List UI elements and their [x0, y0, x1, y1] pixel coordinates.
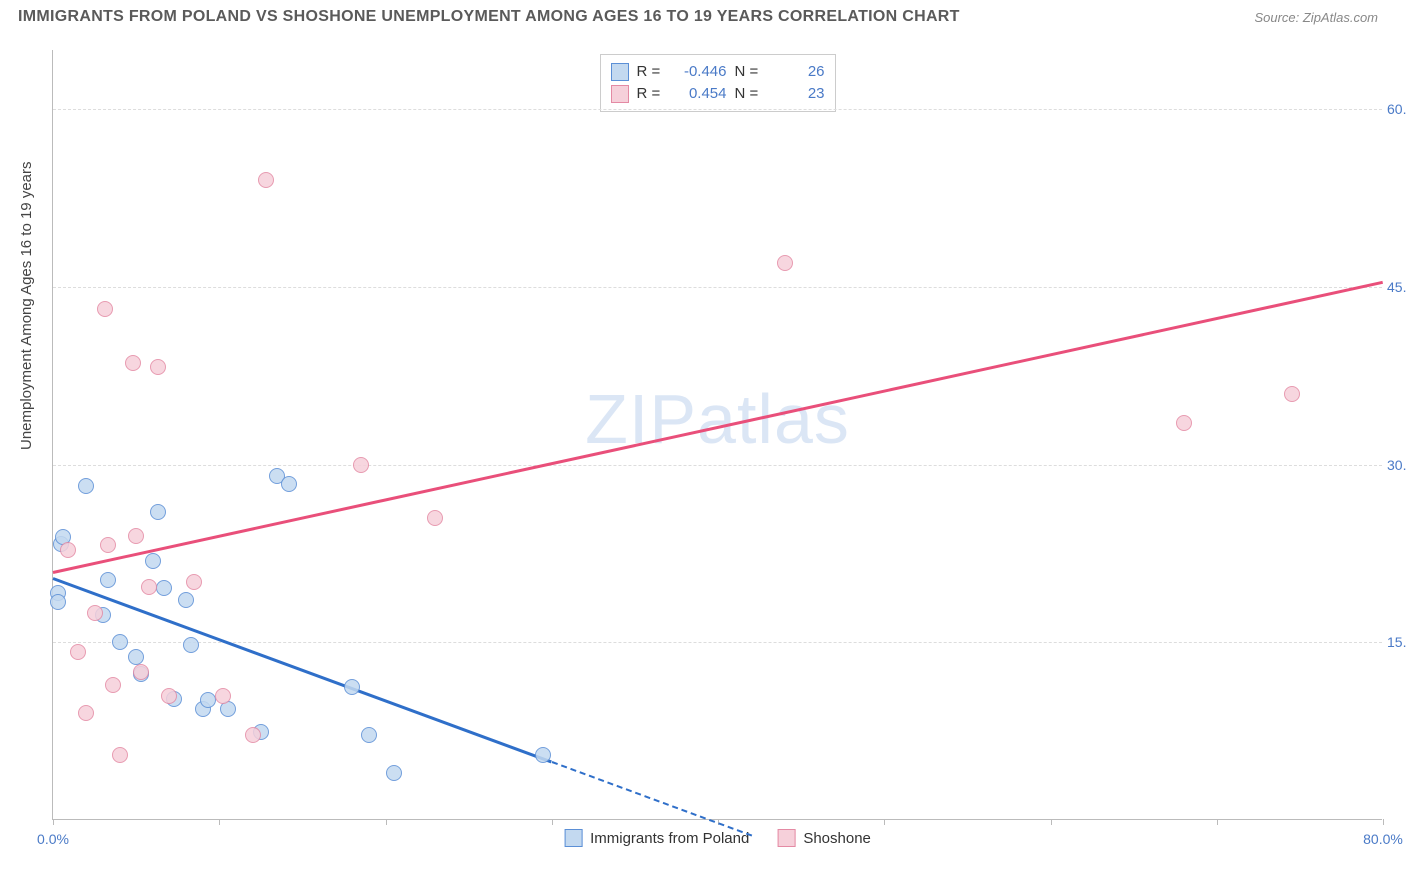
header: IMMIGRANTS FROM POLAND VS SHOSHONE UNEMP…: [0, 0, 1406, 34]
data-point: [100, 537, 116, 553]
legend-item-shoshone: Shoshone: [777, 829, 871, 847]
trend-line: [551, 761, 751, 836]
data-point: [97, 301, 113, 317]
x-tick-label: 80.0%: [1363, 831, 1403, 847]
legend-correlation: R = -0.446 N = 26 R = 0.454 N = 23: [600, 54, 836, 112]
x-tick-label: 0.0%: [37, 831, 69, 847]
data-point: [344, 679, 360, 695]
data-point: [70, 644, 86, 660]
y-tick-label: 45.0%: [1387, 279, 1406, 295]
data-point: [245, 727, 261, 743]
x-tick: [1051, 819, 1052, 825]
x-tick: [53, 819, 54, 825]
data-point: [78, 478, 94, 494]
data-point: [60, 542, 76, 558]
data-point: [178, 592, 194, 608]
legend-row-shoshone: R = 0.454 N = 23: [611, 83, 825, 105]
data-point: [125, 355, 141, 371]
swatch-shoshone-bottom: [777, 829, 795, 847]
data-point: [386, 765, 402, 781]
data-point: [87, 605, 103, 621]
data-point: [427, 510, 443, 526]
data-point: [100, 572, 116, 588]
data-point: [112, 634, 128, 650]
data-point: [133, 664, 149, 680]
data-point: [150, 359, 166, 375]
data-point: [353, 457, 369, 473]
trend-line: [52, 577, 552, 763]
data-point: [258, 172, 274, 188]
data-point: [161, 688, 177, 704]
data-point: [535, 747, 551, 763]
data-point: [777, 255, 793, 271]
swatch-poland: [611, 63, 629, 81]
data-point: [128, 649, 144, 665]
chart-title: IMMIGRANTS FROM POLAND VS SHOSHONE UNEMP…: [18, 8, 960, 26]
x-tick: [386, 819, 387, 825]
data-point: [141, 579, 157, 595]
data-point: [50, 594, 66, 610]
x-tick: [1217, 819, 1218, 825]
legend-row-poland: R = -0.446 N = 26: [611, 61, 825, 83]
chart-plot-area: ZIPatlas R = -0.446 N = 26 R = 0.454 N =…: [52, 50, 1382, 820]
gridline: [53, 287, 1382, 288]
gridline: [53, 642, 1382, 643]
y-tick-label: 15.0%: [1387, 634, 1406, 650]
y-tick-label: 60.0%: [1387, 101, 1406, 117]
x-tick: [552, 819, 553, 825]
data-point: [1176, 415, 1192, 431]
data-point: [215, 688, 231, 704]
data-point: [112, 747, 128, 763]
source-label: Source: ZipAtlas.com: [1254, 10, 1378, 25]
data-point: [156, 580, 172, 596]
x-tick: [1383, 819, 1384, 825]
legend-item-poland: Immigrants from Poland: [564, 829, 749, 847]
data-point: [105, 677, 121, 693]
x-tick: [219, 819, 220, 825]
legend-series: Immigrants from Poland Shoshone: [564, 829, 871, 847]
data-point: [361, 727, 377, 743]
gridline: [53, 465, 1382, 466]
swatch-poland-bottom: [564, 829, 582, 847]
data-point: [186, 574, 202, 590]
data-point: [281, 476, 297, 492]
y-axis-title: Unemployment Among Ages 16 to 19 years: [18, 161, 35, 450]
data-point: [150, 504, 166, 520]
y-tick-label: 30.0%: [1387, 457, 1406, 473]
data-point: [200, 692, 216, 708]
x-tick: [884, 819, 885, 825]
data-point: [145, 553, 161, 569]
data-point: [1284, 386, 1300, 402]
data-point: [183, 637, 199, 653]
data-point: [78, 705, 94, 721]
gridline: [53, 109, 1382, 110]
data-point: [128, 528, 144, 544]
swatch-shoshone: [611, 85, 629, 103]
